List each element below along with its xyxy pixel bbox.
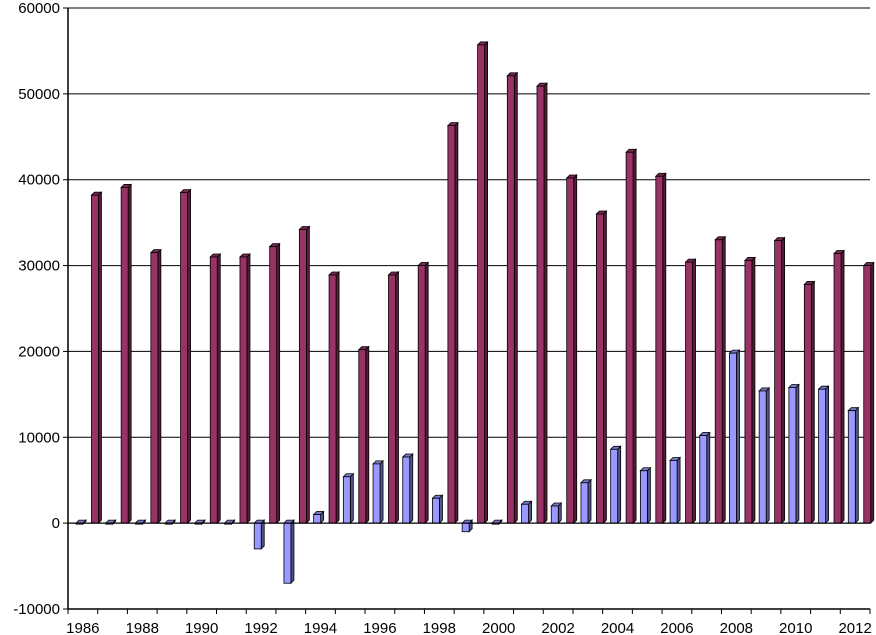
bar-1987-series-2 bbox=[120, 183, 133, 525]
bar-1999-series-1 bbox=[461, 519, 474, 533]
x-tick-label: 1992 bbox=[244, 620, 277, 635]
x-tick-label: 1994 bbox=[304, 620, 337, 635]
x-tick-label: 2004 bbox=[601, 620, 634, 635]
bar-1997-series-1 bbox=[401, 453, 414, 525]
y-tick-label: 60000 bbox=[18, 0, 60, 17]
bar-1989-series-2 bbox=[179, 188, 192, 525]
x-tick-label: 2010 bbox=[779, 620, 812, 635]
y-tick-labels: -10000 0 10000 20000 30000 40000 50000 60000 bbox=[13, 0, 60, 618]
y-tick-label: 0 bbox=[52, 515, 60, 532]
bar-2003-series-2 bbox=[595, 210, 608, 525]
bar-2000-series-2 bbox=[506, 71, 519, 525]
bar-2008-series-2 bbox=[743, 256, 756, 525]
bar-1995-series-1 bbox=[342, 472, 355, 525]
x-tick-label: 1996 bbox=[363, 620, 396, 635]
bar-2001-series-2 bbox=[536, 82, 548, 525]
bar-1997-series-2 bbox=[417, 261, 430, 525]
y-tick-label: 20000 bbox=[18, 343, 60, 360]
bar-2006-series-2 bbox=[684, 258, 697, 525]
bar-1986-series-2 bbox=[90, 191, 103, 525]
axes bbox=[63, 7, 871, 614]
bar-1994-series-2 bbox=[328, 271, 341, 525]
bar-2005-series-1 bbox=[639, 466, 652, 525]
bar-2004-series-2 bbox=[625, 148, 638, 525]
bar-2010-series-2 bbox=[803, 280, 816, 525]
y-tick-label: -10000 bbox=[13, 601, 60, 618]
bar-2009-series-2 bbox=[773, 236, 786, 525]
bar-1996-series-2 bbox=[387, 271, 400, 525]
x-tick-labels: 1986 1988 1990 1992 1994 1996 1998 2000 2002 2004… bbox=[66, 620, 872, 635]
x-tick-label: 1986 bbox=[66, 620, 99, 635]
bar-2010-series-1 bbox=[787, 383, 800, 525]
bar-2001-series-1 bbox=[520, 500, 533, 525]
bar-2008-series-1 bbox=[728, 349, 741, 525]
bar-1998-series-1 bbox=[431, 494, 444, 525]
x-tick-label: 1998 bbox=[423, 620, 456, 635]
x-tick-label: 2006 bbox=[660, 620, 693, 635]
bar-1995-series-2 bbox=[357, 345, 370, 525]
x-tick-label: 1988 bbox=[126, 620, 159, 635]
bar-1994-series-1 bbox=[312, 510, 325, 525]
bar-2012-series-1 bbox=[847, 406, 860, 525]
bar-1993-series-2 bbox=[298, 225, 311, 525]
bar-2012-series-2 bbox=[862, 261, 875, 525]
bar-1999-series-2 bbox=[476, 40, 489, 525]
x-tick-label: 2002 bbox=[541, 620, 574, 635]
bars bbox=[75, 40, 875, 585]
bar-1993-series-1 bbox=[282, 519, 295, 585]
bar-2011-series-1 bbox=[817, 385, 830, 525]
y-tick-label: 10000 bbox=[18, 429, 60, 446]
bar-2006-series-1 bbox=[669, 456, 682, 525]
bar-2002-series-2 bbox=[565, 174, 578, 525]
y-tick-label: 50000 bbox=[18, 86, 60, 103]
bar-1992-series-2 bbox=[268, 242, 281, 525]
x-tick-label: 1990 bbox=[185, 620, 218, 635]
bar-2007-series-1 bbox=[698, 431, 711, 525]
bar-2005-series-2 bbox=[654, 172, 667, 525]
y-tick-label: 40000 bbox=[18, 172, 60, 189]
bar-2011-series-2 bbox=[833, 249, 846, 525]
x-tick-label: 2012 bbox=[838, 620, 871, 635]
bar-1990-series-2 bbox=[209, 253, 222, 525]
bar-1991-series-2 bbox=[238, 253, 251, 525]
bar-1998-series-2 bbox=[446, 121, 459, 525]
bar-2007-series-2 bbox=[714, 235, 727, 525]
y-tick-label: 30000 bbox=[18, 258, 60, 275]
x-tick-label: 2000 bbox=[482, 620, 515, 635]
bar-2004-series-1 bbox=[609, 445, 622, 525]
x-tick-label: 2008 bbox=[720, 620, 753, 635]
bar-1996-series-1 bbox=[372, 459, 385, 525]
bar-2003-series-1 bbox=[579, 478, 592, 525]
bar-1988-series-2 bbox=[149, 248, 162, 525]
gridlines bbox=[68, 7, 870, 610]
bar-2002-series-1 bbox=[550, 502, 563, 525]
bar-2009-series-1 bbox=[758, 386, 771, 525]
bar-1992-series-1 bbox=[253, 519, 266, 550]
